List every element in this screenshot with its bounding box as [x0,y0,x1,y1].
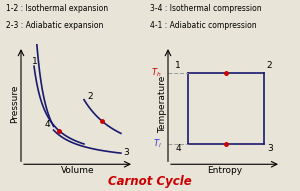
Y-axis label: Temperature: Temperature [158,75,166,133]
Text: $T_l$: $T_l$ [153,138,161,151]
Text: 2: 2 [87,91,93,100]
Text: 3-4 : Isothermal compression: 3-4 : Isothermal compression [150,4,262,13]
Text: 4: 4 [45,121,50,129]
Text: Carnot Cycle: Carnot Cycle [108,175,192,188]
Text: 1: 1 [175,62,181,70]
Text: 3: 3 [267,144,273,153]
Text: 4: 4 [176,144,181,153]
Text: 4-1 : Adiabatic compression: 4-1 : Adiabatic compression [150,21,256,30]
Text: 2-3 : Adiabatic expansion: 2-3 : Adiabatic expansion [6,21,103,30]
Text: 1: 1 [32,57,38,66]
Text: $T_h$: $T_h$ [151,67,161,79]
X-axis label: Entropy: Entropy [207,166,243,175]
Text: 2: 2 [267,62,272,70]
Text: 1-2 : Isothermal expansion: 1-2 : Isothermal expansion [6,4,108,13]
X-axis label: Volume: Volume [61,166,95,175]
Text: 3: 3 [123,148,129,157]
Y-axis label: Pressure: Pressure [11,85,20,123]
